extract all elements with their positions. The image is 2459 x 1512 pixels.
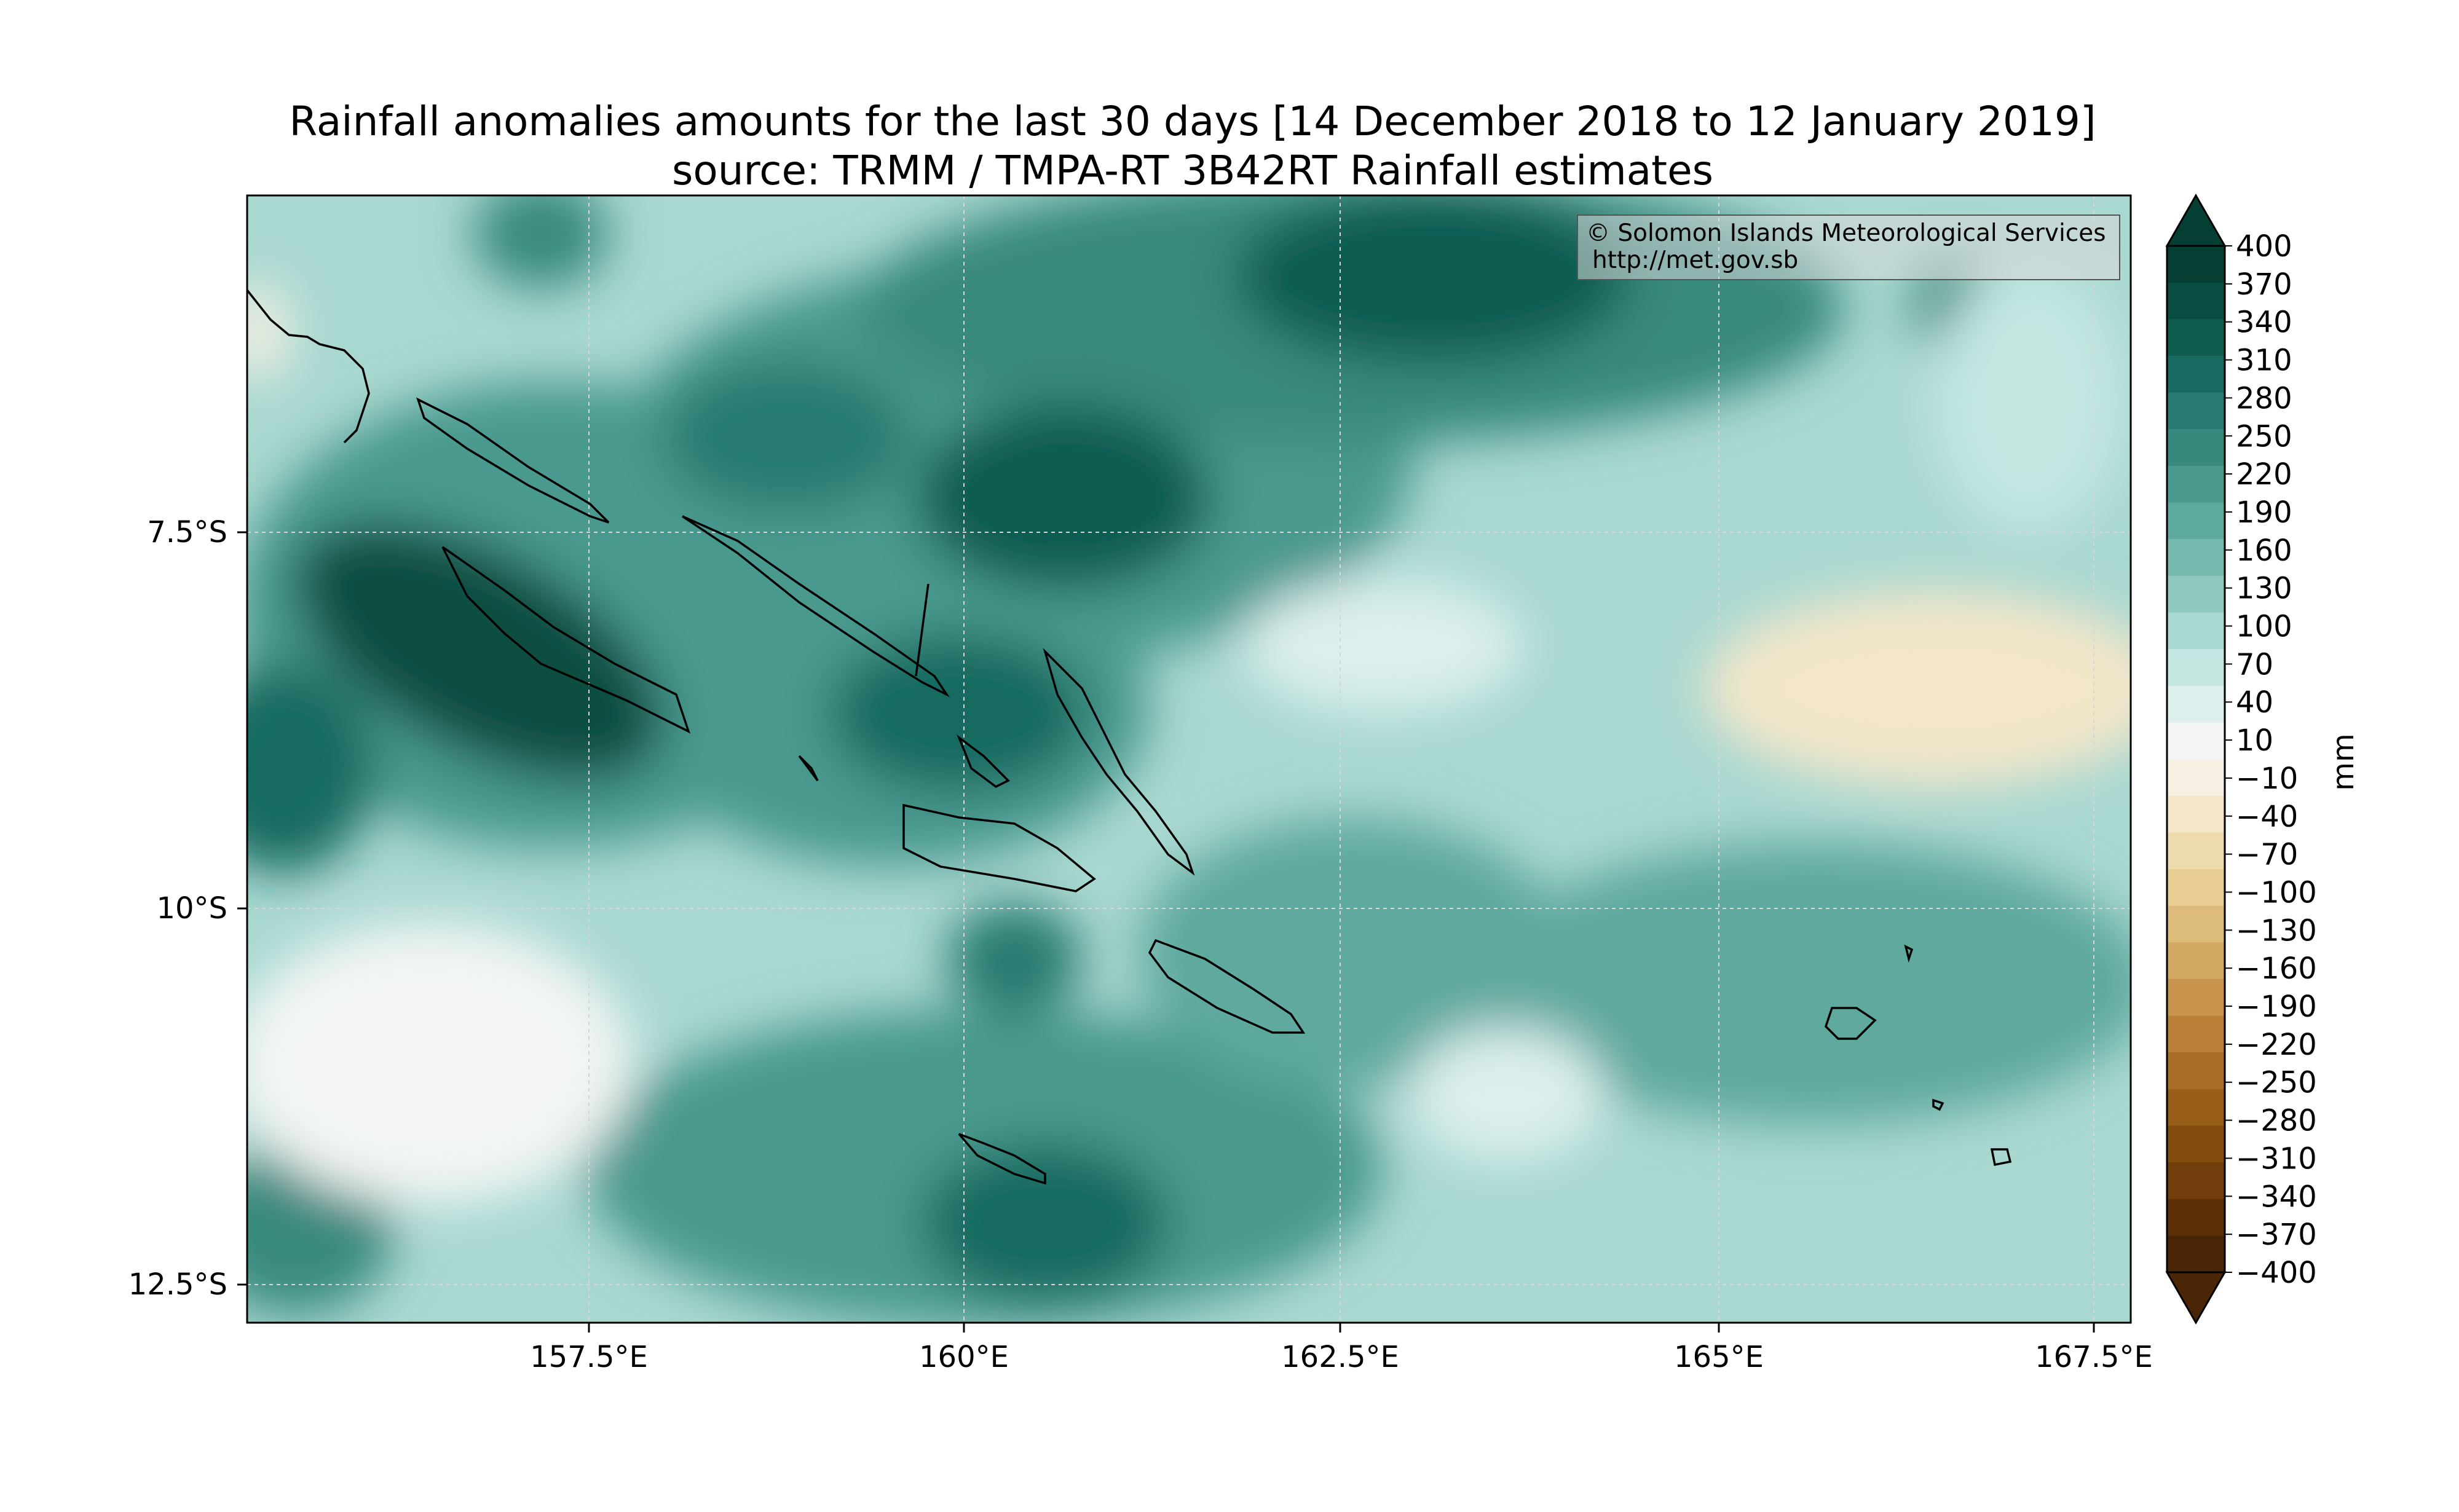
attribution-line-1: © Solomon Islands Meteorological Service… — [1586, 219, 2106, 247]
colorbar-label: −100 — [2236, 875, 2317, 910]
colorbar-extend-bottom — [2165, 1271, 2227, 1325]
colorbar-label: −70 — [2236, 838, 2298, 872]
colorbar-label: 160 — [2236, 534, 2292, 568]
colorbar-label: 220 — [2236, 457, 2292, 492]
colorbar-label: −340 — [2236, 1179, 2317, 1214]
colorbar-swatch — [2167, 1162, 2225, 1200]
colorbar-swatch — [2167, 1015, 2225, 1053]
colorbar-swatch — [2167, 868, 2225, 907]
colorbar-label: −280 — [2236, 1104, 2317, 1138]
colorbar-label: 40 — [2236, 685, 2273, 720]
coast-choiseul — [416, 397, 610, 524]
x-tick-label: 160°E — [919, 1340, 1009, 1374]
colorbar-label: −10 — [2236, 762, 2298, 796]
colorbar-swatch — [2167, 539, 2225, 577]
coast-new-georgia — [441, 546, 690, 734]
colorbar-label: −40 — [2236, 800, 2298, 834]
colorbar-swatch — [2167, 1199, 2225, 1236]
x-axis: 157.5°E 160°E 162.5°E 165°E 167.5°E — [530, 1323, 2153, 1374]
chart-title: Rainfall anomalies amounts for the last … — [0, 97, 2385, 195]
colorbar-label: 280 — [2236, 381, 2292, 415]
x-tick-label: 162.5°E — [1281, 1340, 1399, 1374]
coast-santa-cruz — [1824, 1007, 1877, 1040]
colorbar-swatch — [2167, 649, 2225, 687]
colorbar-label: 310 — [2236, 344, 2292, 378]
colorbar-extend-top — [2165, 193, 2227, 247]
colorbar-label: −220 — [2236, 1028, 2317, 1062]
colorbar-swatch — [2167, 355, 2225, 393]
colorbar-swatch — [2167, 502, 2225, 540]
x-tick-label: 165°E — [1674, 1340, 1764, 1374]
colorbar-label: −250 — [2236, 1066, 2317, 1100]
colorbar-label: −190 — [2236, 990, 2317, 1024]
colorbar-swatch — [2167, 832, 2225, 870]
colorbar-swatch — [2167, 978, 2225, 1016]
x-tick-label: 167.5°E — [2035, 1340, 2153, 1374]
colorbar-label: 370 — [2236, 267, 2292, 302]
y-axis: 7.5°S 10°S 12.5°S — [128, 515, 247, 1302]
colorbar-swatch — [2167, 759, 2225, 797]
colorbar-label: −160 — [2236, 951, 2317, 986]
colorbar-label: 100 — [2236, 610, 2292, 644]
colorbar-swatch — [2167, 905, 2225, 943]
coast-rennell — [958, 1133, 1046, 1185]
coast-makira — [1148, 939, 1306, 1034]
colorbar-frame — [2166, 245, 2226, 1274]
colorbar-swatch — [2167, 1235, 2225, 1273]
title-line-2: source: TRMM / TMPA-RT 3B42RT Rainfall e… — [671, 147, 1714, 194]
colorbar-label: 130 — [2236, 572, 2292, 606]
rainfall-anomaly-field — [247, 195, 2131, 1323]
coast-malaita — [1043, 647, 1195, 876]
colorbar-swatch — [2167, 685, 2225, 723]
colorbar-swatch — [2167, 465, 2225, 503]
colorbar-swatch — [2167, 612, 2225, 650]
colorbar-swatch — [2167, 319, 2225, 356]
coast-small-isles — [798, 583, 1944, 1111]
y-tick-label: 10°S — [156, 891, 227, 926]
colorbar-unit-label: mm — [2326, 733, 2361, 791]
colorbar-swatches — [2167, 246, 2225, 1273]
coast-florida-islands — [957, 734, 1010, 789]
colorbar-swatch — [2167, 429, 2225, 467]
colorbar-swatch — [2167, 942, 2225, 980]
colorbar-label: −370 — [2236, 1218, 2317, 1252]
colorbar-swatch — [2167, 1052, 2225, 1090]
coast-vanikoro — [1990, 1148, 2012, 1167]
colorbar-swatch — [2167, 795, 2225, 833]
y-tick-label: 12.5°S — [128, 1267, 227, 1302]
attribution-line-2: http://met.gov.sb — [1592, 246, 1798, 274]
coast-bougainville-region — [247, 289, 370, 444]
colorbar-swatch — [2167, 722, 2225, 760]
colorbar-label: −310 — [2236, 1141, 2317, 1176]
colorbar-label: 250 — [2236, 419, 2292, 454]
map-frame — [246, 194, 2132, 1324]
colorbar-label: −400 — [2236, 1256, 2317, 1290]
colorbar-swatch — [2167, 282, 2225, 320]
colorbar-label: 340 — [2236, 305, 2292, 340]
attribution-box: © Solomon Islands Meteorological Service… — [1577, 215, 2120, 280]
colorbar-swatch — [2167, 392, 2225, 430]
y-tick-label: 7.5°S — [147, 515, 227, 549]
title-line-1: Rainfall anomalies amounts for the last … — [289, 98, 2096, 145]
colorbar-label: −130 — [2236, 913, 2317, 948]
colorbar-label: 190 — [2236, 495, 2292, 530]
colorbar-swatch — [2167, 1089, 2225, 1126]
colorbar-swatch — [2167, 575, 2225, 613]
colorbar-label: 400 — [2236, 229, 2292, 264]
coast-guadalcanal — [902, 803, 1096, 892]
x-tick-label: 157.5°E — [530, 1340, 648, 1374]
coastlines — [247, 289, 2012, 1185]
colorbar-swatch — [2167, 1125, 2225, 1163]
coast-santa-isabel — [682, 515, 950, 698]
colorbar-swatch — [2167, 246, 2225, 283]
colorbar-label: 70 — [2236, 647, 2273, 682]
colorbar-label: 10 — [2236, 723, 2273, 758]
